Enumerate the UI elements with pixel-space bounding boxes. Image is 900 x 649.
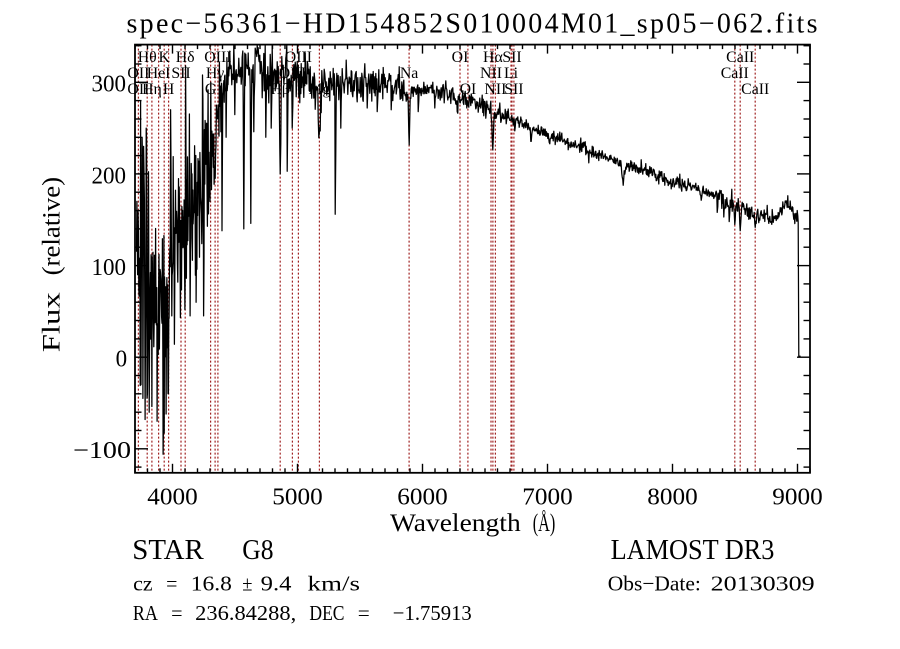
svg-text:16.8: 16.8 bbox=[191, 572, 232, 596]
svg-text:DEC: DEC bbox=[309, 601, 344, 625]
svg-text:9000: 9000 bbox=[772, 484, 822, 510]
svg-text:OII: OII bbox=[127, 81, 149, 98]
svg-text:Na: Na bbox=[400, 65, 418, 82]
svg-text:(relative): (relative) bbox=[39, 177, 66, 276]
svg-text:OIII: OIII bbox=[204, 49, 231, 66]
svg-text:HeI: HeI bbox=[147, 65, 171, 82]
svg-text:7000: 7000 bbox=[522, 484, 572, 510]
svg-text:5000: 5000 bbox=[272, 484, 322, 510]
svg-text:=: = bbox=[171, 601, 182, 625]
svg-text:K: K bbox=[158, 49, 170, 66]
svg-text:SII: SII bbox=[171, 65, 190, 82]
svg-text:SII: SII bbox=[502, 49, 521, 66]
svg-text:RA: RA bbox=[133, 601, 158, 625]
svg-text:Flux: Flux bbox=[39, 292, 66, 353]
svg-text:(Å): (Å) bbox=[533, 510, 556, 537]
svg-text:SII: SII bbox=[504, 81, 523, 98]
svg-text:Hα: Hα bbox=[483, 49, 503, 66]
svg-text:236.84288,: 236.84288, bbox=[195, 601, 296, 625]
svg-text:0: 0 bbox=[116, 347, 128, 373]
svg-text:NII: NII bbox=[484, 81, 506, 98]
svg-text:Hδ: Hδ bbox=[176, 49, 195, 66]
svg-text:8000: 8000 bbox=[647, 484, 697, 510]
svg-text:LAMOST DR3: LAMOST DR3 bbox=[611, 535, 775, 566]
svg-text:CaII: CaII bbox=[726, 49, 754, 66]
svg-text:Hη: Hη bbox=[142, 81, 162, 98]
svg-text:H: H bbox=[163, 81, 174, 98]
svg-text:Li: Li bbox=[504, 65, 519, 82]
svg-text:20130309: 20130309 bbox=[711, 572, 815, 596]
svg-text:Wavelength: Wavelength bbox=[390, 510, 521, 537]
svg-text:100: 100 bbox=[92, 255, 127, 281]
svg-text:Obs−Date:: Obs−Date: bbox=[608, 572, 701, 596]
svg-text:NII: NII bbox=[480, 65, 502, 82]
svg-text:CaII: CaII bbox=[721, 65, 749, 82]
svg-text:4000: 4000 bbox=[147, 484, 197, 510]
svg-text:200: 200 bbox=[92, 163, 127, 189]
svg-text:6000: 6000 bbox=[397, 484, 447, 510]
svg-text:9.4: 9.4 bbox=[261, 572, 292, 596]
svg-text:spec−56361−HD154852S010004M01_: spec−56361−HD154852S010004M01_sp05−062.f… bbox=[127, 9, 818, 40]
svg-text:OI: OI bbox=[460, 81, 477, 98]
svg-text:STAR: STAR bbox=[132, 535, 204, 566]
svg-text:OI: OI bbox=[452, 49, 469, 66]
svg-text:Hγ: Hγ bbox=[206, 65, 224, 82]
svg-text:CaII: CaII bbox=[741, 81, 769, 98]
svg-text:−1.75913: −1.75913 bbox=[393, 601, 472, 625]
svg-text:OII: OII bbox=[127, 65, 149, 82]
svg-text:=: = bbox=[166, 572, 177, 596]
svg-text:Hθ: Hθ bbox=[138, 49, 157, 66]
svg-text:=: = bbox=[358, 601, 370, 625]
svg-text:cz: cz bbox=[133, 572, 153, 596]
svg-text:km/s: km/s bbox=[308, 572, 361, 596]
svg-text:G8: G8 bbox=[242, 535, 273, 566]
svg-text:±: ± bbox=[242, 572, 252, 596]
svg-text:300: 300 bbox=[92, 72, 127, 98]
svg-text:−100: −100 bbox=[73, 438, 131, 464]
